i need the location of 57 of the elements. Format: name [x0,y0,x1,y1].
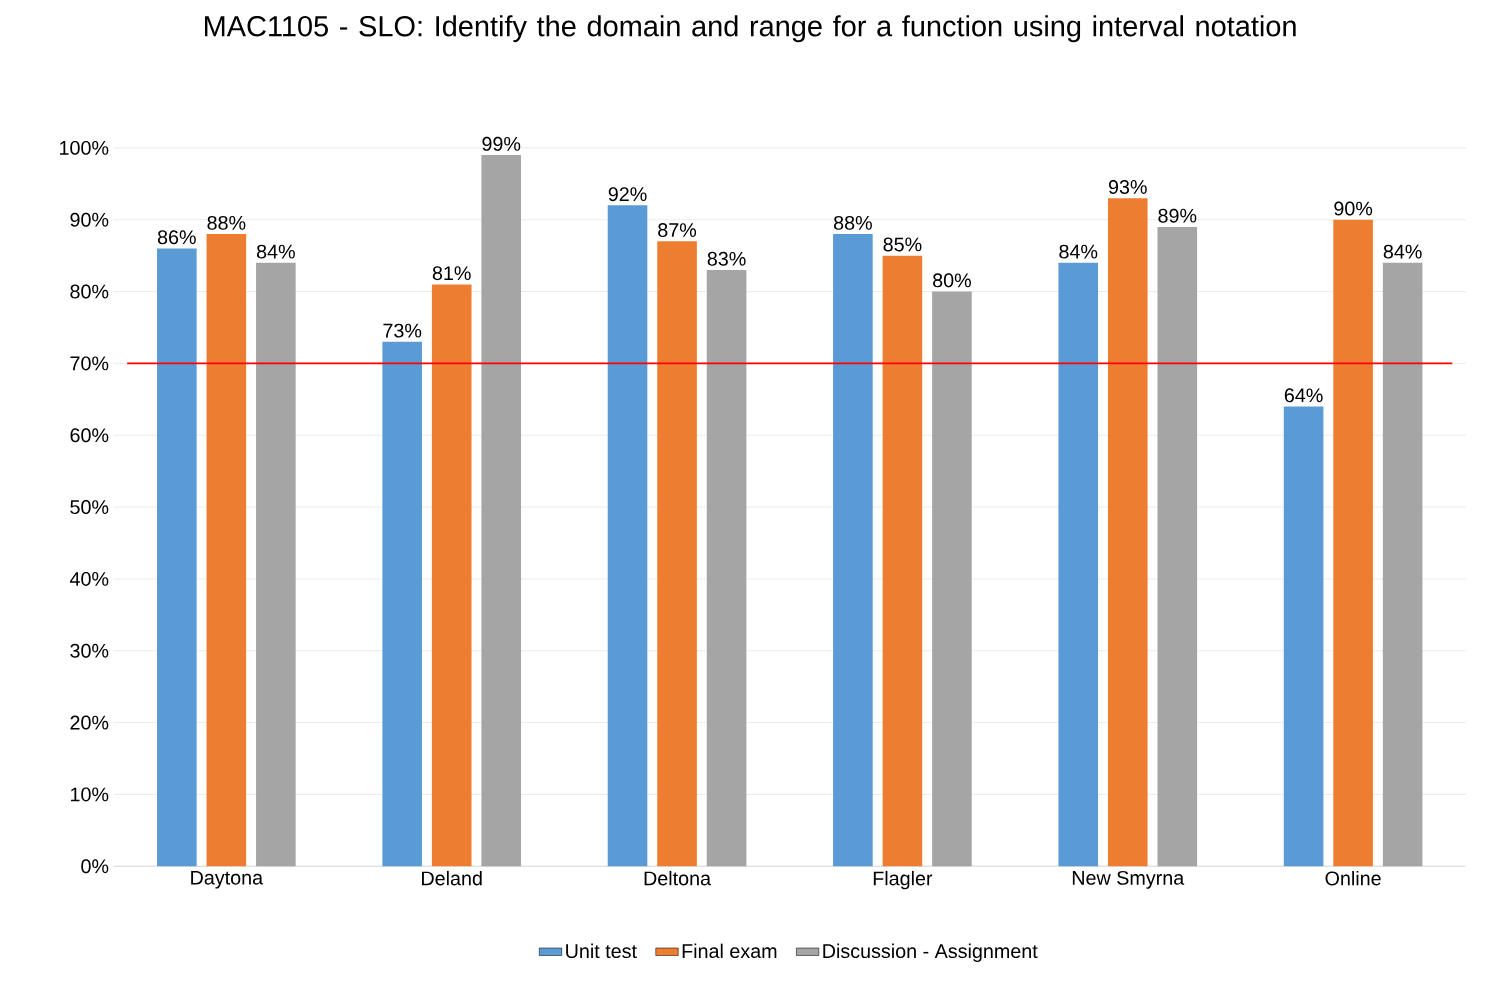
data-label: 84% [1383,244,1422,259]
bar [382,341,422,867]
bar [657,241,697,867]
data-label: 92% [608,187,647,202]
data-label: 81% [432,266,471,281]
bar [1333,219,1373,867]
bar [882,255,923,867]
y-tick-label: 40% [69,572,109,586]
y-tick-label: 100% [60,141,109,155]
data-label: 99% [482,136,521,151]
data-label: 86% [157,230,196,245]
data-label: 87% [658,223,697,238]
bar [607,205,648,867]
legend-label: Final exam [682,943,777,959]
bar [833,234,873,867]
y-tick-label: 80% [70,284,109,299]
x-tick-label: Daytona [191,871,264,889]
y-tick-label: 50% [70,500,109,515]
data-label: 89% [1158,208,1197,223]
bar [932,291,972,867]
x-tick-label: Online [1325,871,1381,886]
y-tick-label: 30% [70,643,109,658]
data-label: 84% [1059,244,1098,259]
x-tick-label: New Smyrna [1072,871,1185,889]
bar [481,155,522,867]
data-label: 93% [1108,180,1147,195]
x-tick-label: Deltona [644,871,712,886]
data-label: 73% [383,323,422,338]
chart-title: MAC1105 - SLO: Identify the domain and range for a function using interval notation [204,15,1296,43]
x-tick-label: Deland [422,871,482,886]
bar [1107,198,1148,867]
legend-label: Unit test [566,943,637,959]
y-tick-label: 90% [70,212,109,227]
data-label: 88% [834,216,872,230]
y-tick-label: 0% [81,859,109,874]
bar [157,248,197,867]
legend-label: Discussion - Assignment [823,943,1038,963]
bar [706,270,747,867]
bar [1382,262,1423,867]
y-tick-label: 70% [70,356,109,371]
y-tick-label: 60% [70,428,109,443]
y-tick-label: 20% [70,715,109,730]
data-label: 90% [1334,201,1373,216]
y-tick-label: 10% [71,787,109,802]
bar [1058,262,1099,867]
data-label: 64% [1284,388,1323,403]
bar [1157,227,1198,867]
data-label: 88% [207,216,246,230]
bar [206,234,247,867]
data-label: 85% [883,237,922,252]
bar [431,284,472,867]
bar [256,262,296,867]
data-label: 84% [256,244,295,259]
x-tick-label: Flagler [873,871,933,890]
data-label: 83% [707,251,746,266]
data-label: 80% [933,273,971,288]
bar [1283,406,1324,867]
